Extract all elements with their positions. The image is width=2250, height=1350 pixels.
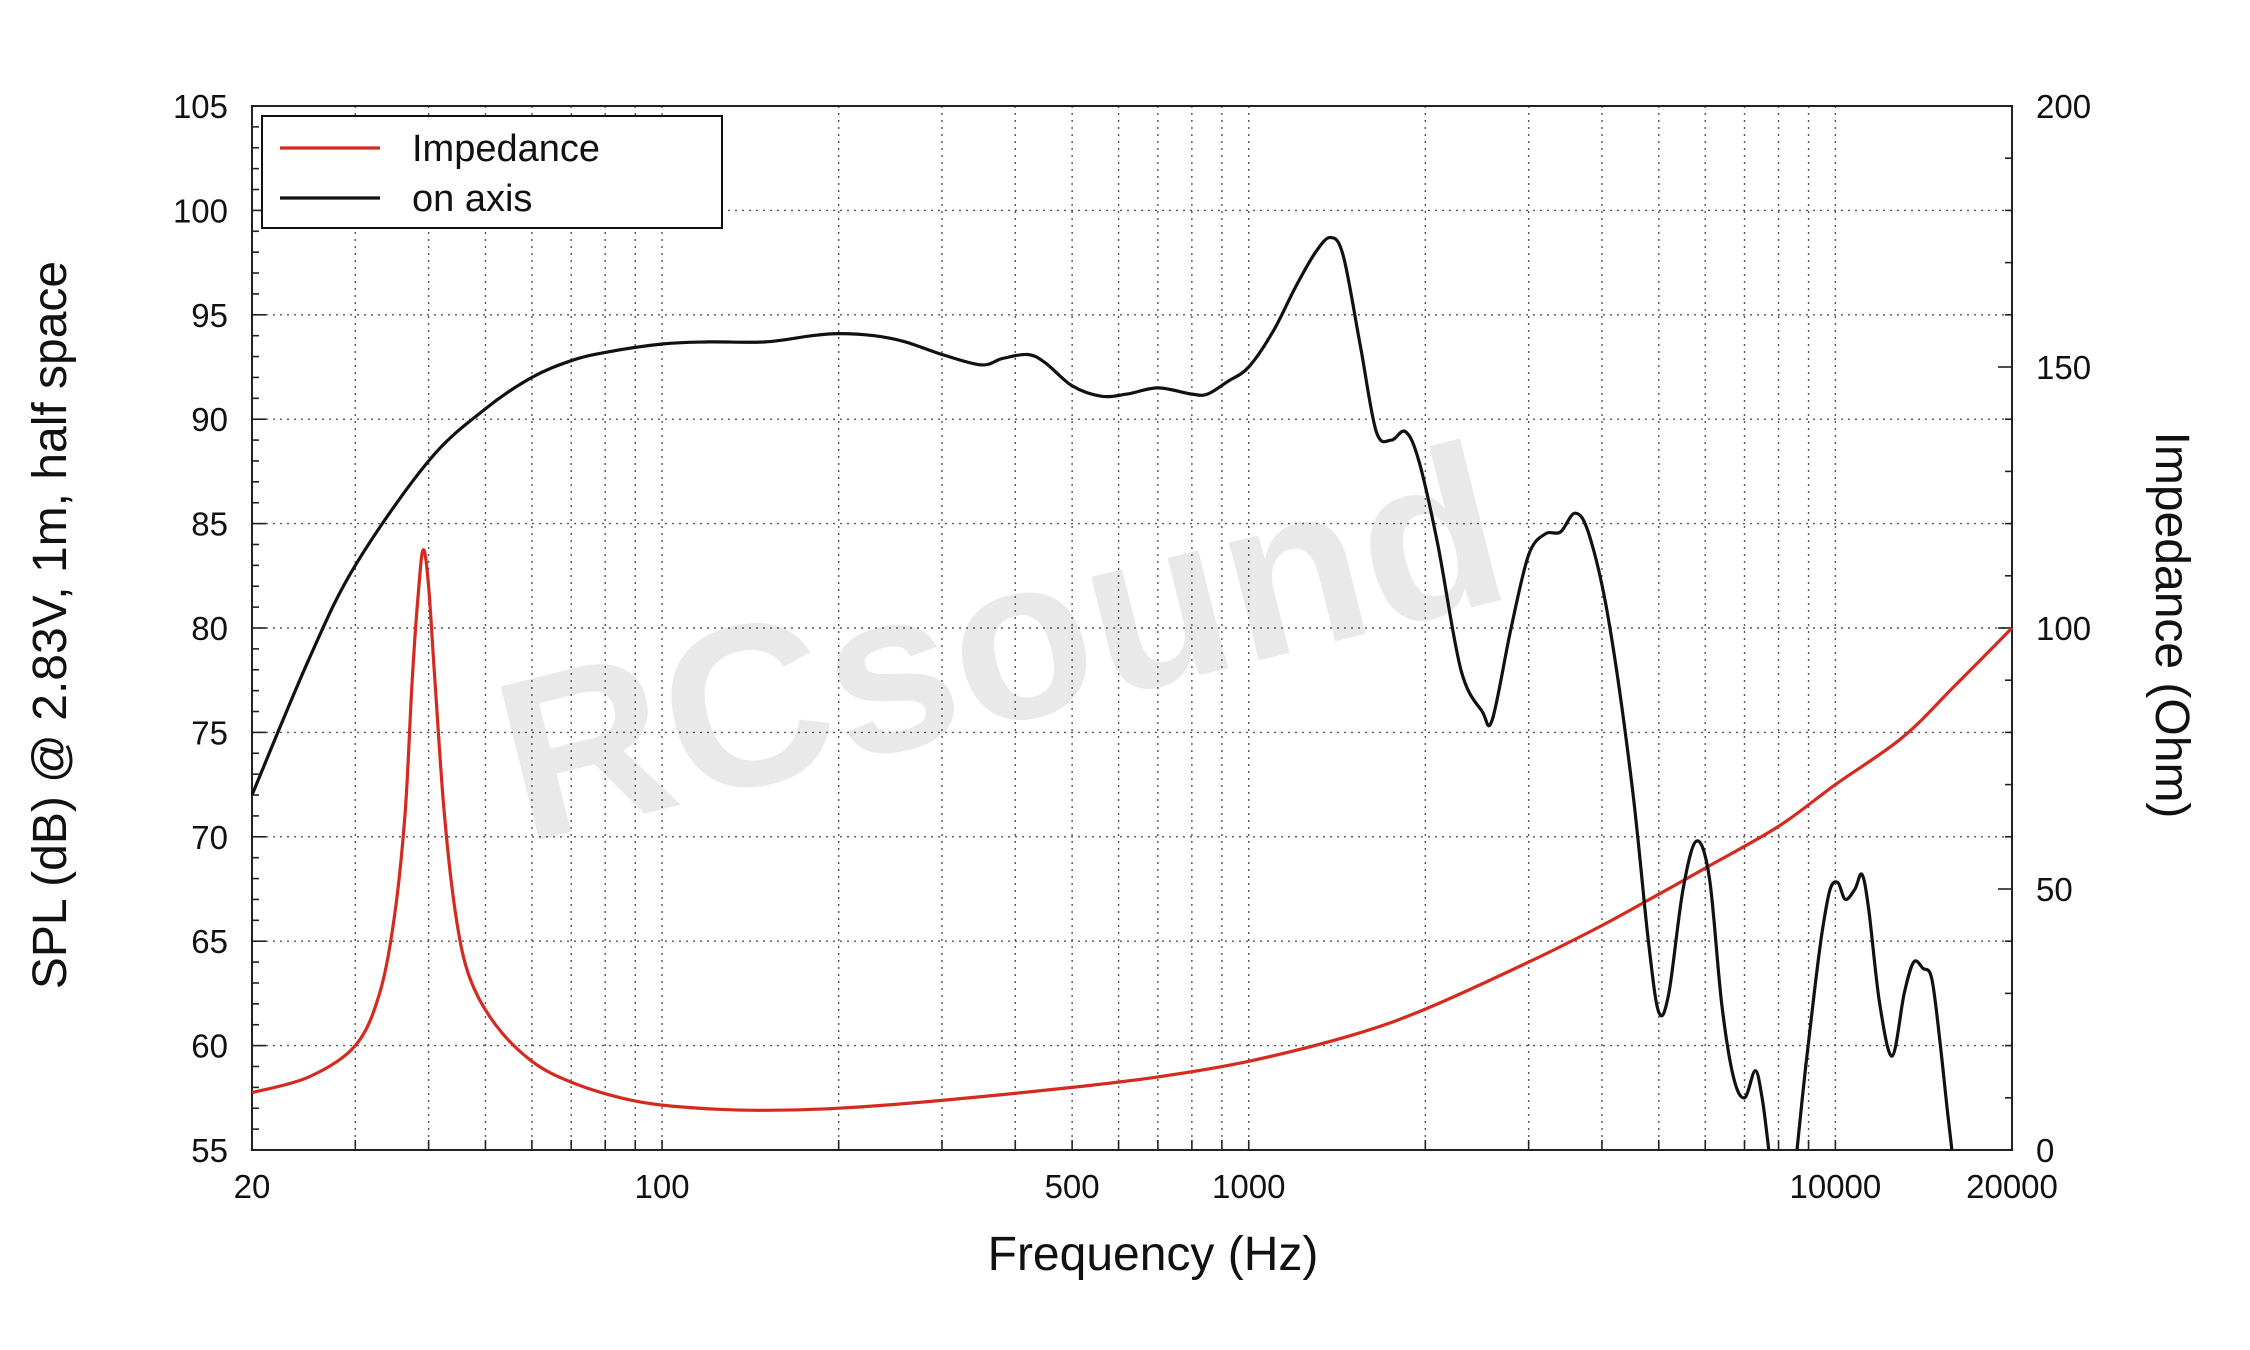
- y2-tick-label: 150: [2036, 349, 2091, 386]
- y2-tick-label: 50: [2036, 871, 2073, 908]
- y-tick-label: 75: [191, 714, 228, 751]
- x-tick-label: 20000: [1966, 1168, 2058, 1205]
- y2-tick-label: 100: [2036, 610, 2091, 647]
- y-tick-label: 65: [191, 923, 228, 960]
- legend-box: [261, 115, 723, 229]
- legend-label-impedance: Impedance: [412, 128, 600, 170]
- x-axis-label: Frequency (Hz): [988, 1228, 1319, 1281]
- y-tick-label: 105: [173, 88, 228, 125]
- grid: [252, 106, 2012, 1150]
- y2-tick-label: 0: [2036, 1132, 2054, 1169]
- y2-tick-labels: 0 50 100 150 200: [2036, 88, 2091, 1169]
- x-tick-label: 100: [635, 1168, 690, 1205]
- y-tick-labels: 55 60 65 70 75 80 85 90 95 100 105: [173, 88, 228, 1169]
- y-tick-label: 90: [191, 401, 228, 438]
- y-tick-label: 85: [191, 506, 228, 543]
- y2-axis-label: Impedance (Ohm): [2145, 432, 2198, 819]
- series-layer: [250, 235, 2014, 1151]
- y-tick-label: 55: [191, 1132, 228, 1169]
- x-tick-label: 1000: [1212, 1168, 1285, 1205]
- series-line-on-axis-upper: [1795, 872, 1954, 1151]
- legend-label-on-axis: on axis: [412, 178, 532, 220]
- series-line-on-axis: [250, 235, 1771, 1151]
- y-tick-label: 100: [173, 192, 228, 229]
- y-tick-label: 70: [191, 819, 228, 856]
- y2-tick-label: 200: [2036, 88, 2091, 125]
- x-tick-labels: 20 100 500 1000 10000 20000: [234, 1168, 2058, 1205]
- y-tick-label: 95: [191, 297, 228, 334]
- y-tick-label: 80: [191, 610, 228, 647]
- x-tick-label: 10000: [1790, 1168, 1882, 1205]
- x-tick-label: 20: [234, 1168, 271, 1205]
- legend: Impedance on axis: [261, 115, 723, 229]
- y-axis-label: SPL (dB) @ 2.83V, 1m, half space: [24, 261, 77, 989]
- series-line-impedance: [251, 548, 2014, 1112]
- y-tick-label: 60: [191, 1028, 228, 1065]
- x-tick-label: 500: [1045, 1168, 1100, 1205]
- tick-marks: [252, 105, 2012, 1151]
